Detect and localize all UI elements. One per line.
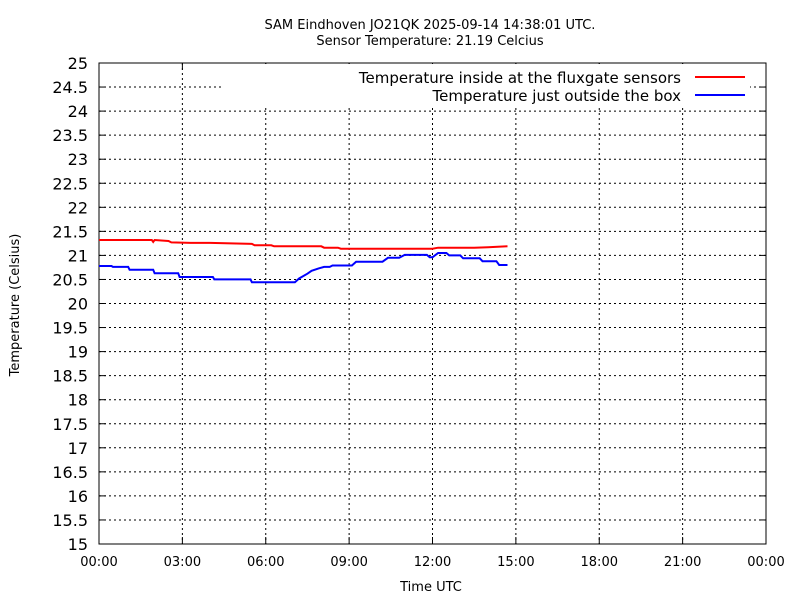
- y-tick-label: 18.5: [52, 367, 88, 386]
- grid-lines: [99, 63, 766, 544]
- y-axis-label: Temperature (Celsius): [8, 234, 23, 378]
- x-tick-label: 03:00: [164, 555, 201, 570]
- series-line-outside: [99, 252, 508, 284]
- legend-label-inside: Temperature inside at the fluxgate senso…: [358, 69, 681, 87]
- y-tick-label: 22.5: [52, 174, 88, 193]
- y-tick-label: 24.5: [52, 78, 88, 97]
- x-tick-label: 15:00: [497, 555, 534, 570]
- y-tick-label: 22: [68, 198, 88, 217]
- y-tick-label: 25: [68, 54, 88, 73]
- x-axis-tick-labels: 00:00 03:00 06:00 09:00 12:00 15:00 18:00 21:00…: [80, 555, 784, 570]
- y-tick-label: 17.5: [52, 415, 88, 434]
- legend-label-outside: Temperature just outside the box: [432, 87, 682, 105]
- x-tick-label: 00:00: [80, 555, 117, 570]
- y-tick-label: 16: [68, 487, 88, 506]
- y-tick-label: 21.5: [52, 222, 88, 241]
- y-axis-tick-labels: 15 15.5 16 16.5 17 17.5 18 18.5 19 19.5 20 20.5 21 21…: [52, 54, 88, 554]
- x-tick-label: 09:00: [330, 555, 367, 570]
- y-tick-label: 19.5: [52, 319, 88, 338]
- y-tick-label: 15: [68, 535, 88, 554]
- x-tick-label: 12:00: [414, 555, 451, 570]
- y-tick-label: 18: [68, 391, 88, 410]
- x-axis-label: Time UTC: [399, 580, 462, 595]
- y-tick-label: 20: [68, 295, 88, 314]
- y-tick-label: 19: [68, 343, 88, 362]
- y-tick-label: 23: [68, 150, 88, 169]
- y-tick-label: 16.5: [52, 463, 88, 482]
- y-tick-label: 20.5: [52, 270, 88, 289]
- x-tick-label: 18:00: [581, 555, 618, 570]
- x-tick-label: 06:00: [247, 555, 284, 570]
- legend: Temperature inside at the fluxgate senso…: [222, 64, 750, 108]
- y-tick-label: 24: [68, 102, 88, 121]
- series-lines: [99, 238, 508, 284]
- series-line-inside: [99, 238, 508, 250]
- y-tick-label: 17: [68, 439, 88, 458]
- y-tick-label: 23.5: [52, 126, 88, 145]
- y-tick-label: 21: [68, 246, 88, 265]
- chart-subtitle: Sensor Temperature: 21.19 Celcius: [316, 34, 544, 49]
- legend-background: [222, 64, 750, 108]
- x-tick-label: 21:00: [664, 555, 701, 570]
- x-tick-label: 00:00: [747, 555, 784, 570]
- chart-title: SAM Eindhoven JO21QK 2025-09-14 14:38:01…: [265, 18, 596, 33]
- y-tick-label: 15.5: [52, 511, 88, 530]
- plot-area-border: [98, 62, 767, 545]
